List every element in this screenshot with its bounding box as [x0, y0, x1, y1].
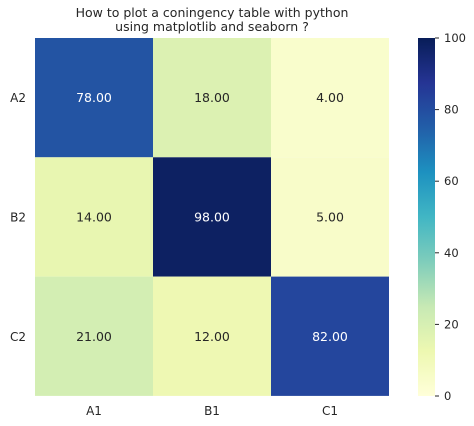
- heatmap-cell: [271, 38, 389, 158]
- colorbar-tick-label: 40: [444, 246, 459, 260]
- heatmap-cell-label: 18.00: [194, 90, 230, 105]
- heatmap-cell: [153, 276, 271, 396]
- heatmap-cell-label: 12.00: [194, 329, 230, 344]
- colorbar: [418, 38, 435, 396]
- heatmap-cell-label: 5.00: [316, 209, 344, 224]
- y-axis-tick-labels: A2 B2 C2: [10, 91, 26, 344]
- colorbar-tick-label: 20: [444, 317, 459, 331]
- colorbar-tick-label: 80: [444, 103, 459, 117]
- y-tick-label: A2: [10, 91, 26, 105]
- x-tick-label: A1: [86, 404, 102, 418]
- y-tick-label: B2: [10, 210, 26, 224]
- heatmap-cell-labels: 78.00 18.00 4.00 14.00 98.00 5.00 21.00 12.00 82…: [76, 90, 348, 344]
- colorbar-tick-label: 100: [444, 31, 466, 45]
- y-tick-label: C2: [10, 330, 26, 344]
- heatmap-cell: [271, 276, 389, 396]
- heatmap-cell-label: 4.00: [316, 90, 344, 105]
- chart-title: How to plot a coningency table with pyth…: [76, 5, 349, 34]
- chart-title-line: using matplotlib and seaborn ?: [115, 19, 309, 34]
- heatmap-cell: [35, 38, 153, 158]
- heatmap-cells: [35, 38, 389, 396]
- colorbar-tick-label: 60: [444, 174, 459, 188]
- chart-title-line: How to plot a coningency table with pyth…: [76, 5, 349, 20]
- heatmap-cell: [153, 157, 271, 277]
- x-tick-label: C1: [322, 404, 338, 418]
- heatmap-cell: [35, 276, 153, 396]
- colorbar-ticks: 0 20 40 60 80 100: [435, 31, 466, 403]
- heatmap-cell-label: 78.00: [76, 90, 112, 105]
- heatmap-cell: [35, 157, 153, 277]
- heatmap-cell: [153, 38, 271, 158]
- heatmap-cell-label: 14.00: [76, 209, 112, 224]
- x-axis-tick-labels: A1 B1 C1: [86, 404, 338, 418]
- heatmap-cell-label: 98.00: [194, 209, 230, 224]
- x-tick-label: B1: [204, 404, 220, 418]
- heatmap-cell-label: 82.00: [312, 329, 348, 344]
- heatmap-cell-label: 21.00: [76, 329, 112, 344]
- colorbar-tick-label: 0: [444, 389, 451, 403]
- heatmap-cell: [271, 157, 389, 277]
